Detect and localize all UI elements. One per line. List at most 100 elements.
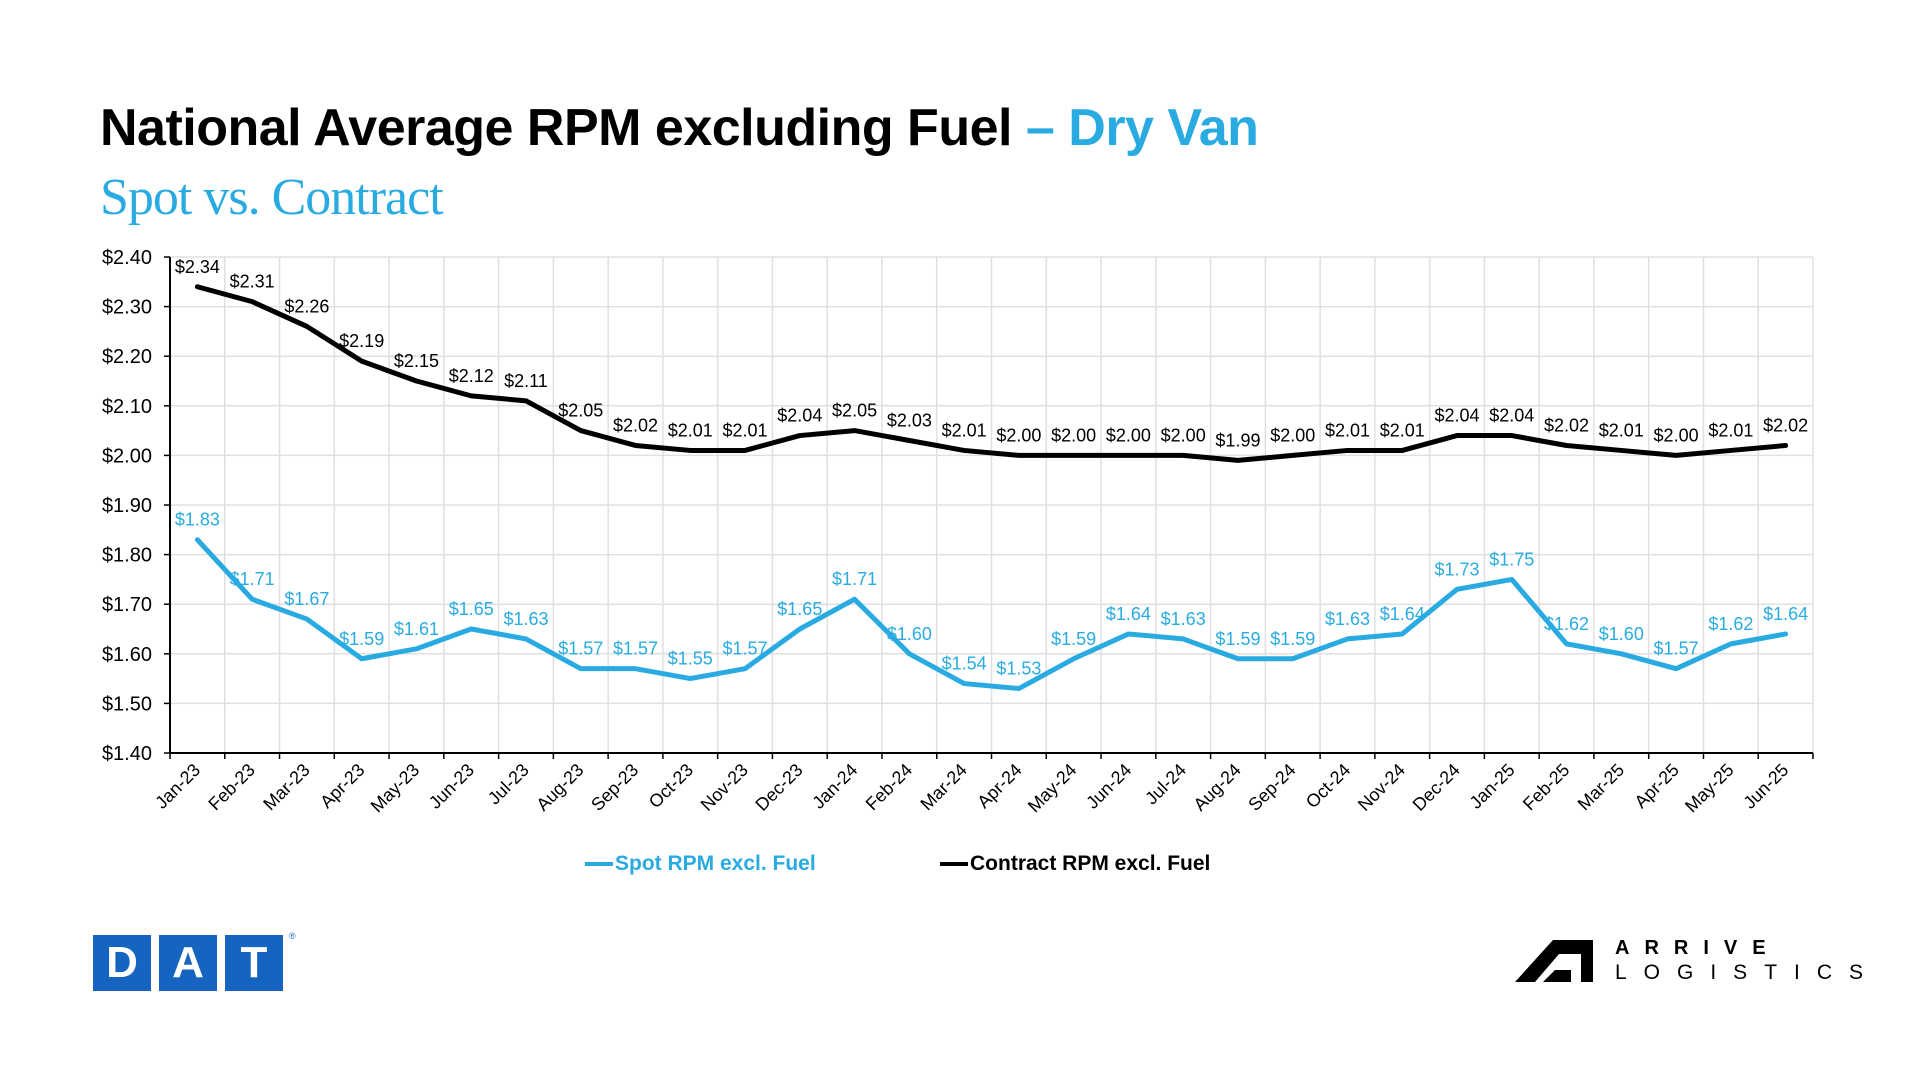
chart-title-accent: – Dry Van <box>1011 99 1259 157</box>
x-tick-label: Jun-23 <box>425 760 478 813</box>
axes <box>164 256 1814 759</box>
spot-data-label: $1.57 <box>558 639 603 659</box>
dat-logo-letter-t: T <box>225 935 283 991</box>
contract-data-label: $2.26 <box>284 296 329 316</box>
contract-data-label: $2.00 <box>1270 425 1315 445</box>
x-tick-label: Jan-23 <box>151 760 204 813</box>
y-tick-label: $1.40 <box>102 743 152 765</box>
contract-data-label: $2.03 <box>887 411 932 431</box>
contract-data-label: $2.02 <box>1763 415 1808 435</box>
contract-data-label: $2.00 <box>1106 425 1151 445</box>
y-tick-label: $1.60 <box>102 644 152 666</box>
x-tick-label: Dec-23 <box>751 760 806 815</box>
spot-data-label: $1.55 <box>668 649 713 669</box>
x-tick-label: Jun-24 <box>1082 760 1135 813</box>
contract-data-label: $2.01 <box>1599 420 1644 440</box>
y-tick-label: $2.20 <box>102 346 152 368</box>
x-tick-label: Aug-23 <box>532 760 587 815</box>
legend-label-spot: Spot RPM excl. Fuel <box>615 852 816 875</box>
spot-data-label: $1.83 <box>175 510 220 530</box>
dat-logo: D A T ® <box>93 931 296 991</box>
x-tick-label: Nov-24 <box>1354 760 1409 815</box>
x-tick-label: Jan-25 <box>1466 760 1519 813</box>
contract-data-label: $2.01 <box>1380 420 1425 440</box>
spot-data-label: $1.71 <box>230 569 275 589</box>
x-tick-label: Apr-23 <box>316 760 368 812</box>
y-tick-label: $2.00 <box>102 445 152 467</box>
x-tick-label: Jan-24 <box>808 760 861 813</box>
y-tick-labels: $1.40 $1.50 $1.60 $1.70 $1.80 $1.90 $2.00 $2.10… <box>102 247 152 765</box>
contract-data-label: $2.04 <box>777 406 822 426</box>
contract-data-label: $2.01 <box>723 420 768 440</box>
spot-data-label: $1.59 <box>1051 629 1096 649</box>
spot-data-label: $1.57 <box>1654 639 1699 659</box>
contract-data-label: $2.04 <box>1434 406 1479 426</box>
y-tick-label: $2.30 <box>102 297 152 319</box>
arrive-logo-line1: ARRIVE <box>1615 937 1781 959</box>
contract-data-label: $1.99 <box>1215 430 1260 450</box>
x-tick-label: May-23 <box>367 760 424 817</box>
x-tick-label: Jul-23 <box>484 760 533 809</box>
chart-title-main: National Average RPM excluding Fuel <box>100 99 1012 157</box>
x-tick-label: Mar-23 <box>259 760 313 814</box>
y-tick-label: $1.80 <box>102 545 152 567</box>
legend-label-contract: Contract RPM excl. Fuel <box>970 852 1211 875</box>
registered-mark: ® <box>289 931 296 941</box>
x-tick-label: Jul-24 <box>1141 760 1190 809</box>
x-tick-label: Feb-23 <box>204 760 258 814</box>
spot-data-label: $1.57 <box>613 639 658 659</box>
contract-data-label: $2.34 <box>175 257 220 277</box>
spot-data-label: $1.75 <box>1489 549 1534 569</box>
spot-data-label: $1.61 <box>394 619 439 639</box>
contract-data-label: $2.00 <box>1161 425 1206 445</box>
x-tick-label: Nov-23 <box>697 760 752 815</box>
grid-lines <box>169 256 1814 754</box>
spot-data-label: $1.65 <box>449 599 494 619</box>
contract-data-label: $2.15 <box>394 351 439 371</box>
contract-data-label: $2.00 <box>996 425 1041 445</box>
y-tick-label: $1.90 <box>102 495 152 517</box>
dat-logo-letter-d: D <box>93 935 151 991</box>
contract-data-label: $2.11 <box>504 371 548 391</box>
x-tick-label: Jun-25 <box>1739 760 1792 813</box>
spot-data-label: $1.57 <box>723 639 768 659</box>
contract-data-label: $2.05 <box>832 401 877 421</box>
spot-data-label: $1.64 <box>1763 604 1808 624</box>
contract-data-label: $2.02 <box>613 415 658 435</box>
legend-item-contract: Contract RPM excl. Fuel <box>940 852 1210 876</box>
arrive-logo-line2: LOGISTICS <box>1615 961 1881 984</box>
contract-data-label: $2.01 <box>942 420 987 440</box>
spot-data-label: $1.54 <box>942 654 987 674</box>
spot-data-label: $1.53 <box>996 659 1041 679</box>
x-tick-label: Apr-24 <box>973 760 1025 812</box>
spot-data-label: $1.63 <box>1325 609 1370 629</box>
spot-data-label: $1.64 <box>1380 604 1425 624</box>
spot-data-label: $1.67 <box>284 589 329 609</box>
contract-data-label: $2.05 <box>558 401 603 421</box>
x-tick-label: Aug-24 <box>1190 760 1245 815</box>
x-tick-label: May-25 <box>1681 760 1738 817</box>
legend-swatch-contract <box>940 862 968 866</box>
x-tick-label: Dec-24 <box>1409 760 1464 815</box>
x-tick-label: Sep-23 <box>587 760 642 815</box>
contract-data-label: $2.01 <box>668 420 713 440</box>
contract-data-label: $2.04 <box>1489 406 1534 426</box>
spot-data-label: $1.60 <box>1599 624 1644 644</box>
spot-data-label: $1.63 <box>1161 609 1206 629</box>
contract-data-label: $2.00 <box>1051 425 1096 445</box>
arrive-logo-icon <box>1515 939 1593 982</box>
x-tick-label: Oct-24 <box>1302 760 1354 812</box>
x-tick-label: Sep-24 <box>1244 760 1299 815</box>
arrive-logistics-logo: ARRIVE LOGISTICS <box>1515 938 1880 983</box>
contract-data-label: $2.12 <box>449 366 494 386</box>
legend-swatch-spot <box>585 862 613 866</box>
x-tick-label: May-24 <box>1024 760 1081 817</box>
contract-data-label: $2.01 <box>1708 420 1753 440</box>
dat-logo-letter-a: A <box>159 935 217 991</box>
spot-data-label: $1.64 <box>1106 604 1151 624</box>
spot-data-label: $1.71 <box>832 569 877 589</box>
spot-data-label: $1.59 <box>339 629 384 649</box>
contract-data-label: $2.00 <box>1654 425 1699 445</box>
